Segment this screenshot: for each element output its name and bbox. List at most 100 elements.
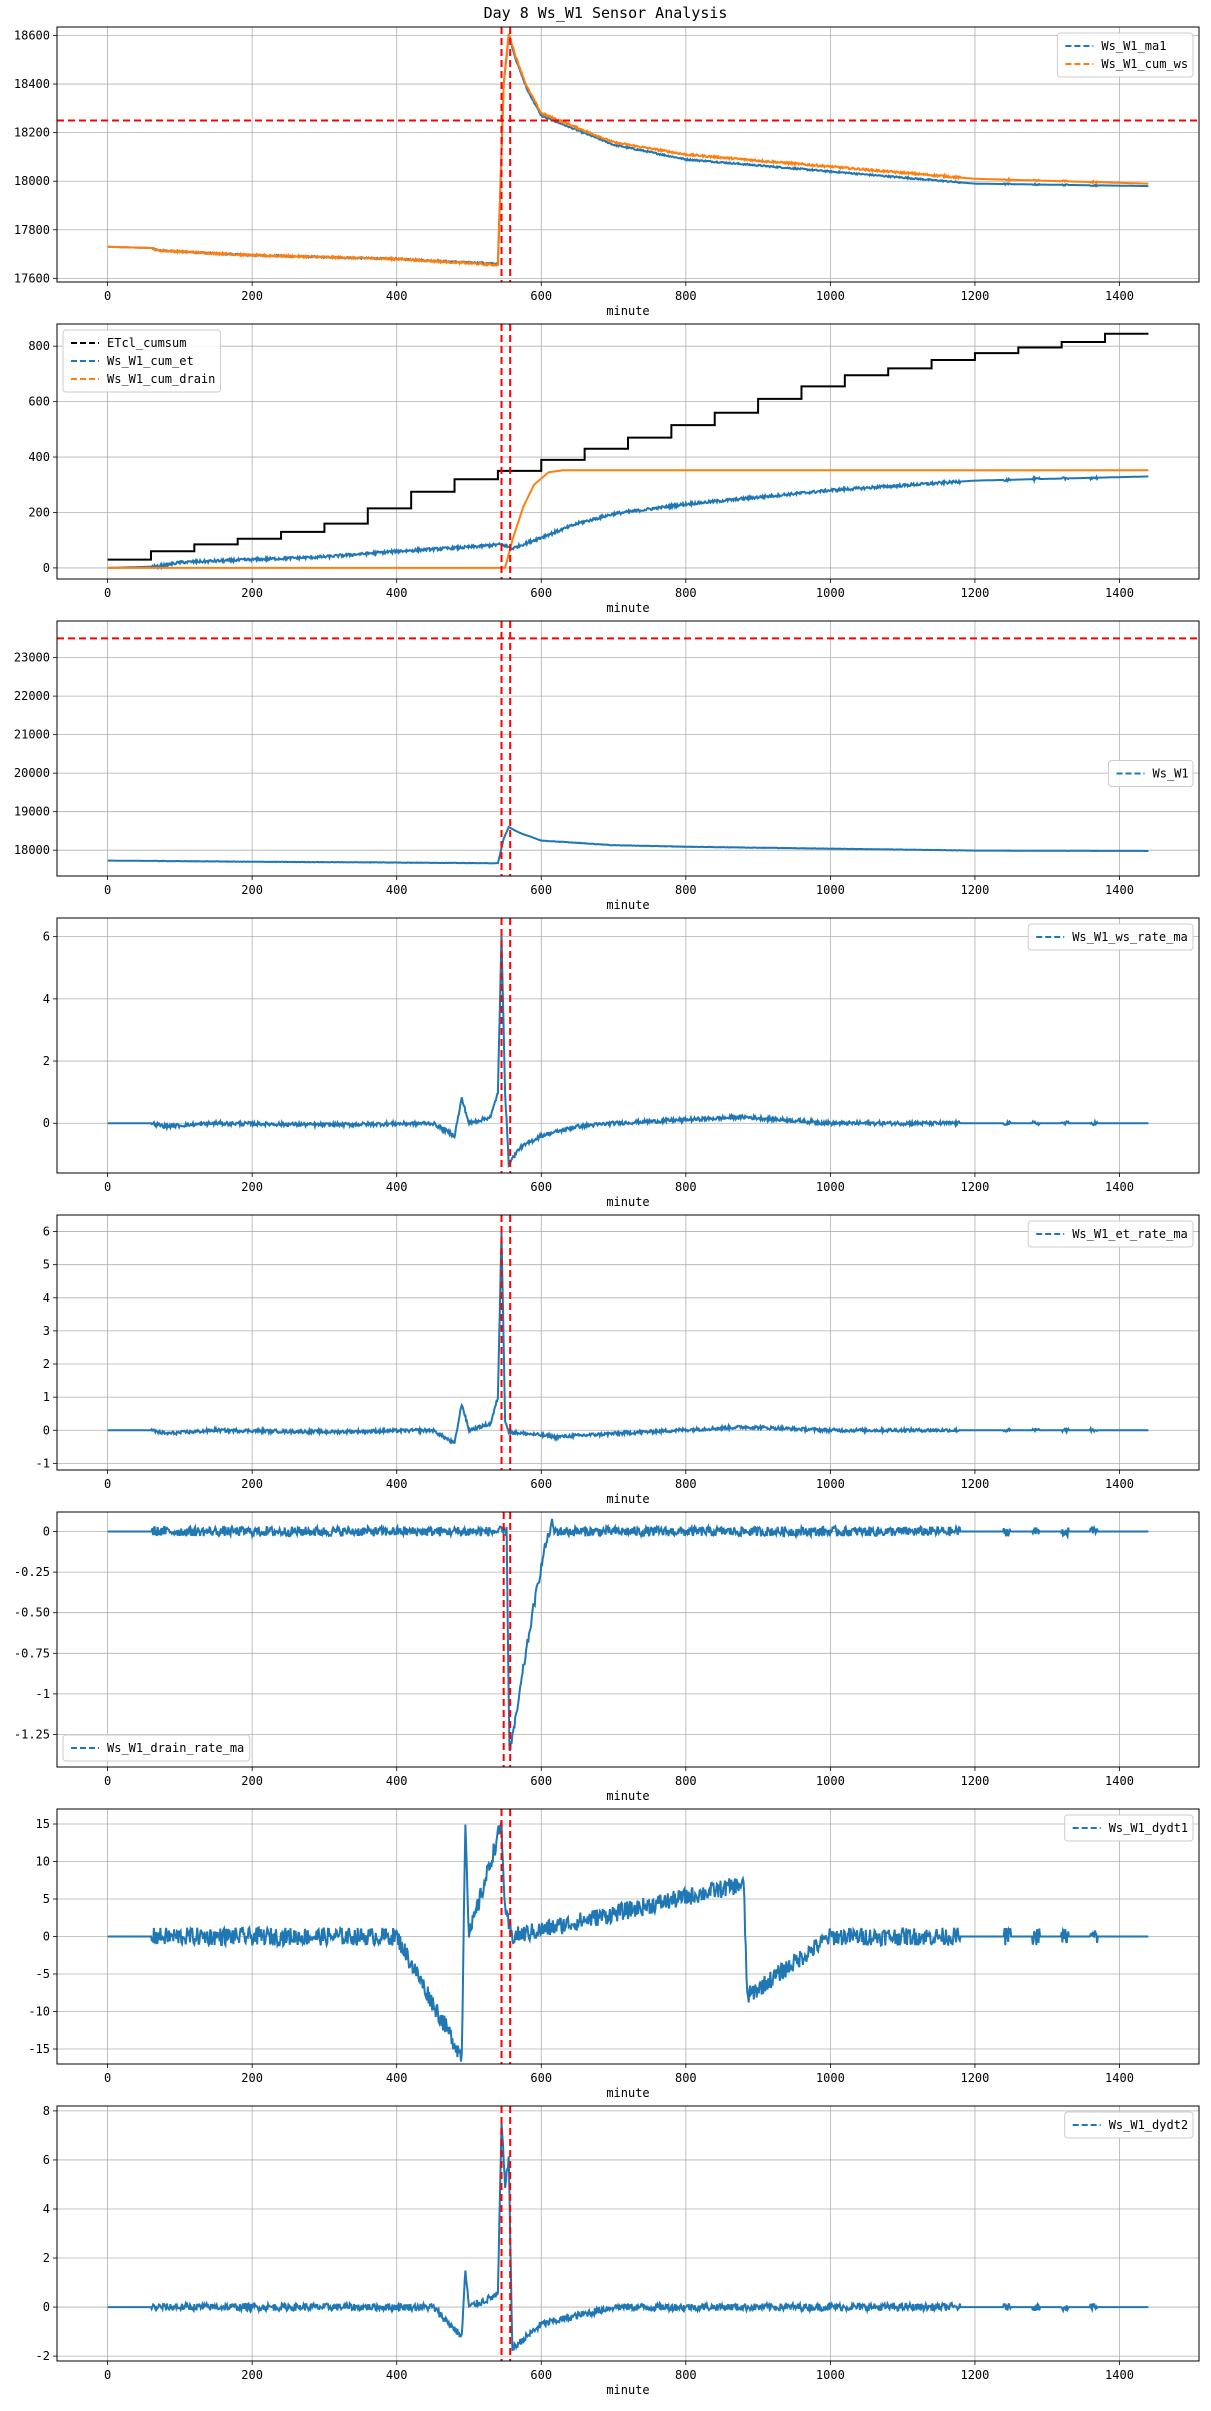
y-tick-label: 6: [43, 1225, 50, 1239]
x-tick-label: 1400: [1105, 1774, 1134, 1788]
series-line-Ws_W1_et_rate_ma: [107, 1232, 1149, 1445]
series-line-Ws_W1_drain_rate_ma: [107, 1518, 1149, 1752]
legend: Ws_W1_et_rate_ma: [1027, 1220, 1194, 1248]
x-tick-label: 400: [386, 289, 408, 303]
legend: Ws_W1_dydt1: [1064, 1814, 1194, 1842]
chart-panel-2: 0 200 400 600 800 1000 1200 1400 0 200 400 600 800 mi…: [28, 323, 1200, 615]
legend: Ws_W1_dydt2: [1064, 2111, 1194, 2139]
x-axis-label: minute: [606, 304, 649, 318]
y-tick-label: -0.75: [14, 1646, 50, 1660]
chart-panel-5: 0 200 400 600 800 1000 1200 1400 -1 0 1 2 3 4 5 6 minute…: [36, 1214, 1200, 1506]
series-line-Ws_W1_ws_rate_ma: [107, 935, 1149, 1169]
y-tick-label: 18200: [14, 126, 50, 140]
y-tick-label: -2: [36, 2349, 50, 2363]
x-tick-label: 600: [530, 1477, 552, 1491]
y-tick-label: 22000: [14, 689, 50, 703]
legend-label: Ws_W1_cum_et: [107, 354, 194, 368]
y-tick-label: 19000: [14, 805, 50, 819]
y-tick-label: -5: [36, 1967, 50, 1981]
x-tick-label: 0: [104, 2071, 111, 2085]
y-tick-label: 5: [43, 1258, 50, 1272]
series-group: [107, 332, 1149, 571]
x-tick-label: 1000: [816, 1180, 845, 1194]
x-tick-label: 1200: [960, 2368, 989, 2382]
x-tick-label: 600: [530, 2368, 552, 2382]
y-tick-label: -15: [28, 2042, 50, 2056]
x-tick-label: 1000: [816, 586, 845, 600]
chart-panel-1: 0 200 400 600 800 1000 1200 1400 17600 17800 18000…: [14, 26, 1200, 318]
plot-frame: [56, 26, 1200, 283]
legend: Ws_W1_ws_rate_ma: [1027, 923, 1194, 951]
x-tick-label: 0: [104, 2368, 111, 2382]
y-tick-label: 4: [43, 2202, 50, 2216]
x-tick-label: 400: [386, 1774, 408, 1788]
x-axis-label: minute: [606, 1789, 649, 1803]
x-tick-label: 1400: [1105, 2368, 1134, 2382]
legend-label: Ws_W1_drain_rate_ma: [107, 1741, 244, 1755]
series-line-Ws_W1_cum_drain: [107, 469, 1149, 569]
y-tick-label: 15: [36, 1817, 50, 1831]
y-tick-label: 18000: [14, 843, 50, 857]
x-tick-label: 1000: [816, 289, 845, 303]
x-tick-label: 1400: [1105, 1477, 1134, 1491]
y-tick-label: 5: [43, 1892, 50, 1906]
x-tick-label: 200: [241, 883, 263, 897]
legend-label: Ws_W1_cum_drain: [107, 372, 215, 386]
x-tick-label: 600: [530, 586, 552, 600]
y-tick-label: 2: [43, 1357, 50, 1371]
x-tick-label: 0: [104, 1180, 111, 1194]
x-tick-label: 1200: [960, 1774, 989, 1788]
series-group: [107, 935, 1149, 1169]
y-tick-label: 21000: [14, 728, 50, 742]
x-axis-label: minute: [606, 2086, 649, 2100]
series-group: [107, 825, 1149, 865]
legend-label: Ws_W1_cum_ws: [1101, 57, 1188, 71]
legend-label: Ws_W1: [1153, 767, 1189, 781]
y-tick-label: 0: [43, 2300, 50, 2314]
x-tick-label: 400: [386, 1180, 408, 1194]
legend: Ws_W1_ma1 Ws_W1_cum_ws: [1056, 32, 1194, 78]
x-tick-label: 1000: [816, 883, 845, 897]
x-tick-label: 800: [675, 2071, 697, 2085]
y-tick-label: 1: [43, 1390, 50, 1404]
legend-box: [1056, 32, 1194, 78]
x-tick-label: 400: [386, 586, 408, 600]
y-tick-label: 4: [43, 992, 50, 1006]
x-tick-label: 0: [104, 883, 111, 897]
x-tick-label: 0: [104, 1477, 111, 1491]
x-tick-label: 600: [530, 1180, 552, 1194]
y-tick-label: 800: [28, 339, 50, 353]
legend: ETcl_cumsum Ws_W1_cum_et Ws_W1_cum_drain: [62, 329, 221, 393]
y-tick-label: 17800: [14, 223, 50, 237]
x-axis-label: minute: [606, 898, 649, 912]
x-tick-label: 600: [530, 2071, 552, 2085]
x-tick-label: 600: [530, 883, 552, 897]
x-tick-label: 200: [241, 586, 263, 600]
legend-box: [1108, 760, 1194, 787]
x-tick-label: 800: [675, 289, 697, 303]
y-tick-label: 200: [28, 505, 50, 519]
x-tick-label: 200: [241, 289, 263, 303]
y-tick-label: 20000: [14, 766, 50, 780]
x-tick-label: 1000: [816, 1774, 845, 1788]
x-tick-label: 800: [675, 1180, 697, 1194]
y-tick-label: 600: [28, 395, 50, 409]
legend: Ws_W1: [1108, 760, 1194, 787]
legend-box: [62, 329, 221, 393]
y-tick-label: 4: [43, 1291, 50, 1305]
y-tick-label: 17600: [14, 271, 50, 285]
legend-label: Ws_W1_dydt1: [1109, 1821, 1188, 1835]
series-line-Ws_W1_dydt1: [107, 1820, 1149, 2062]
legend-box: [1064, 1814, 1194, 1842]
x-axis-label: minute: [606, 1195, 649, 1209]
x-tick-label: 400: [386, 883, 408, 897]
plot-frame: [56, 323, 1200, 580]
x-tick-label: 600: [530, 289, 552, 303]
chart-panel-3: 0 200 400 600 800 1000 1200 1400 18000 19000 20000…: [14, 620, 1200, 912]
chart-panel-4: 0 200 400 600 800 1000 1200 1400 0 2 4 6 minute Ws_W1…: [43, 917, 1200, 1209]
plot-frame: [56, 1511, 1200, 1768]
x-tick-label: 1400: [1105, 2071, 1134, 2085]
y-tick-label: 6: [43, 2153, 50, 2167]
x-tick-label: 1000: [816, 1477, 845, 1491]
